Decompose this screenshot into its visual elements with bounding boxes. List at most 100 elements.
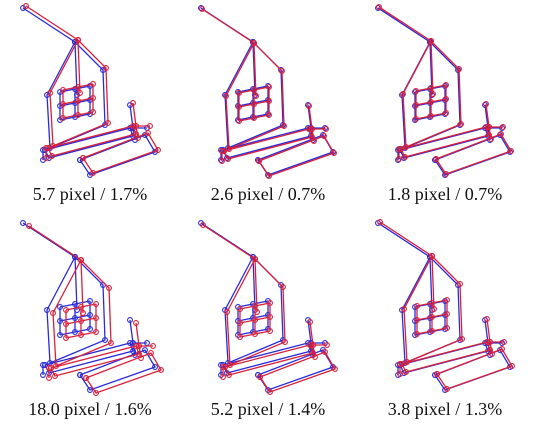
keypoint: [309, 126, 315, 132]
skeleton-edge: [82, 132, 159, 174]
keypoint: [150, 343, 156, 349]
keypoint: [250, 114, 256, 120]
keypoint: [395, 157, 401, 163]
keypoint: [53, 363, 59, 369]
panel: [198, 5, 337, 179]
keypoint: [226, 146, 232, 152]
keypoint: [488, 136, 494, 142]
keypoint: [312, 354, 318, 360]
keypoint: [399, 361, 405, 367]
keypoint: [57, 332, 63, 338]
keypoint: [428, 38, 434, 44]
keypoint: [250, 100, 256, 106]
keypoint: [414, 303, 420, 309]
keypoint: [280, 122, 286, 128]
keypoint: [265, 83, 271, 89]
keypoint: [252, 256, 258, 262]
keypoint: [456, 66, 462, 72]
keypoint: [103, 65, 109, 71]
keypoint: [267, 389, 273, 395]
keypoint: [221, 148, 227, 154]
keypoint: [429, 328, 435, 334]
keypoint: [413, 102, 419, 108]
keypoint: [226, 372, 232, 378]
keypoint: [483, 124, 489, 130]
keypoint: [256, 158, 262, 164]
panel-caption: 1.8 pixel / 0.7%: [388, 184, 503, 204]
keypoint: [305, 102, 311, 108]
panel-caption: 5.7 pixel / 1.7%: [33, 184, 148, 204]
keypoint: [87, 298, 93, 304]
keypoint: [237, 334, 243, 340]
keypoint: [218, 147, 224, 153]
keypoint: [252, 317, 258, 323]
skeleton-edge: [132, 102, 150, 127]
keypoint: [236, 104, 242, 110]
keypoint-wireframe: [198, 220, 336, 393]
skeleton-edge: [429, 256, 433, 311]
skeleton-edge: [25, 5, 109, 147]
keypoint: [127, 340, 133, 346]
keypoint: [93, 390, 99, 396]
keypoint: [434, 371, 440, 377]
keypoint: [80, 155, 86, 161]
skeleton-edge: [401, 341, 491, 373]
keypoint: [78, 304, 84, 310]
keypoint: [47, 90, 53, 96]
keypoint: [90, 81, 96, 87]
keypoint: [429, 92, 435, 98]
keypoint: [218, 157, 224, 163]
keypoint: [106, 285, 112, 291]
keypoint: [136, 343, 142, 349]
keypoint: [23, 3, 29, 9]
keypoint: [133, 343, 139, 349]
keypoint: [77, 90, 83, 96]
skeleton-edge: [435, 133, 512, 175]
keypoint-wireframe: [200, 222, 338, 395]
skeleton-edge: [85, 352, 162, 394]
keypoint: [57, 318, 63, 324]
skeleton-edge: [399, 127, 489, 159]
keypoint: [222, 364, 228, 370]
keypoint: [305, 125, 311, 131]
skeleton-edge: [399, 342, 489, 374]
panel-caption: 18.0 pixel / 1.6%: [28, 399, 152, 419]
keypoint: [443, 171, 449, 177]
keypoint: [130, 123, 136, 129]
keypoint: [222, 92, 228, 98]
skeleton-edge: [201, 8, 285, 150]
keypoint: [266, 173, 272, 179]
keypoint: [78, 318, 84, 324]
skeleton-edge: [252, 256, 256, 311]
keypoint: [225, 156, 231, 162]
keypoint: [403, 369, 409, 375]
keypoint: [265, 111, 271, 117]
keypoint: [46, 375, 52, 381]
keypoint: [400, 91, 406, 97]
keypoint: [414, 331, 420, 337]
keypoint: [483, 101, 489, 107]
keypoint: [20, 220, 26, 226]
panel: [375, 4, 514, 178]
keypoint: [279, 68, 285, 74]
keypoint: [322, 125, 328, 131]
keypoint: [321, 133, 327, 139]
skeleton-edge: [47, 125, 137, 157]
keypoint: [401, 306, 407, 312]
keypoint: [223, 93, 229, 99]
keypoint: [49, 153, 55, 159]
keypoint: [484, 316, 490, 322]
keypoint: [42, 362, 48, 368]
keypoint: [147, 123, 153, 129]
skeleton-edge: [50, 345, 140, 377]
keypoint: [60, 101, 66, 107]
keypoint: [251, 40, 257, 46]
skeleton-edge: [200, 7, 284, 149]
keypoint: [428, 85, 434, 91]
keypoint: [489, 351, 495, 357]
keypoint: [428, 99, 434, 105]
keypoint: [278, 67, 284, 73]
keypoint: [40, 362, 46, 368]
keypoint: [267, 328, 273, 334]
